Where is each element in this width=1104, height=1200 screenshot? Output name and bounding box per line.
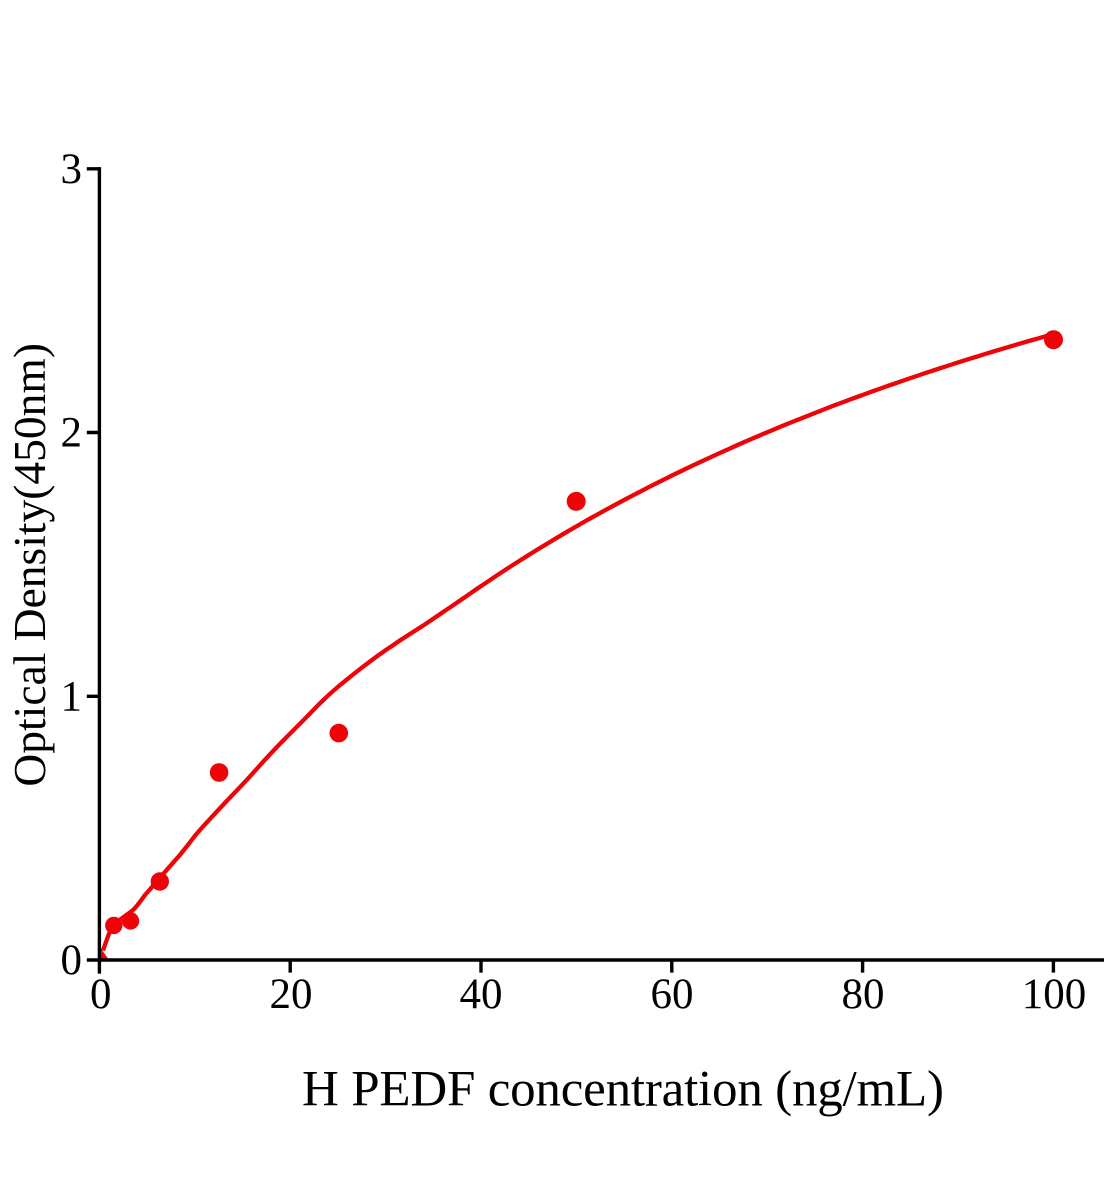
svg-text:60: 60: [651, 971, 694, 1018]
svg-text:20: 20: [270, 971, 313, 1018]
svg-text:0: 0: [90, 971, 112, 1018]
svg-text:3: 3: [61, 146, 83, 193]
svg-text:40: 40: [460, 971, 503, 1018]
svg-text:100: 100: [1022, 971, 1087, 1018]
svg-text:H PEDF concentration (ng/mL): H PEDF concentration (ng/mL): [302, 1062, 944, 1118]
svg-text:1: 1: [61, 673, 83, 720]
svg-text:80: 80: [842, 971, 885, 1018]
svg-text:2: 2: [61, 410, 83, 457]
svg-text:Optical Density(450nm): Optical Density(450nm): [4, 343, 55, 787]
svg-text:0: 0: [61, 937, 83, 984]
